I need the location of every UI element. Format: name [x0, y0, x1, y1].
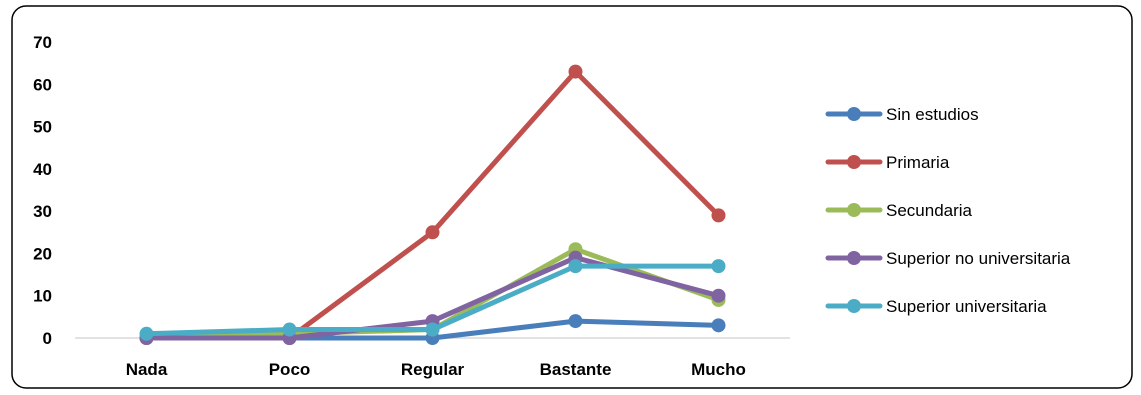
legend-item: Superior no universitaria [825, 249, 1071, 268]
data-point [425, 322, 440, 337]
legend-label: Superior universitaria [886, 297, 1047, 316]
y-tick-label: 30 [33, 202, 52, 221]
legend-item: Sin estudios [825, 105, 979, 124]
y-tick-label: 50 [33, 118, 52, 137]
data-point [711, 208, 726, 223]
legend-label: Secundaria [886, 201, 973, 220]
y-tick-label: 0 [43, 329, 52, 348]
legend: Sin estudios Primaria Secundaria Superior n… [825, 105, 1071, 316]
data-point [711, 288, 726, 303]
chart-frame [11, 5, 1133, 389]
data-point [711, 318, 726, 333]
legend-label: Superior no universitaria [886, 249, 1071, 268]
legend-label: Primaria [886, 153, 950, 172]
data-point [568, 259, 583, 274]
legend-item: Primaria [825, 153, 950, 172]
legend-marker [847, 299, 861, 313]
legend-marker [847, 155, 861, 169]
legend-marker [847, 203, 861, 217]
y-tick-label: 60 [33, 75, 52, 94]
series-5 [139, 259, 726, 341]
y-tick-label: 70 [33, 33, 52, 52]
x-tick-label: Bastante [540, 360, 612, 379]
x-tick-label: Regular [401, 360, 465, 379]
y-tick-label: 10 [33, 287, 52, 306]
legend-item: Secundaria [825, 201, 973, 220]
x-tick-label: Nada [126, 360, 168, 379]
series-layer [139, 64, 726, 345]
data-point [282, 322, 297, 337]
data-point [711, 259, 726, 274]
legend-label: Sin estudios [886, 105, 979, 124]
y-axis-ticks: 0 10 20 30 40 50 60 70 [33, 33, 52, 348]
legend-marker [847, 251, 861, 265]
x-tick-label: Mucho [691, 360, 746, 379]
data-point [568, 314, 583, 329]
legend-item: Superior universitaria [825, 297, 1047, 316]
y-tick-label: 40 [33, 160, 52, 179]
legend-marker [847, 107, 861, 121]
data-point [568, 64, 583, 79]
y-tick-label: 20 [33, 244, 52, 263]
x-axis-ticks: Nada Poco Regular Bastante Mucho [126, 360, 746, 379]
data-point [425, 225, 440, 240]
data-point [139, 326, 154, 341]
x-tick-label: Poco [269, 360, 311, 379]
